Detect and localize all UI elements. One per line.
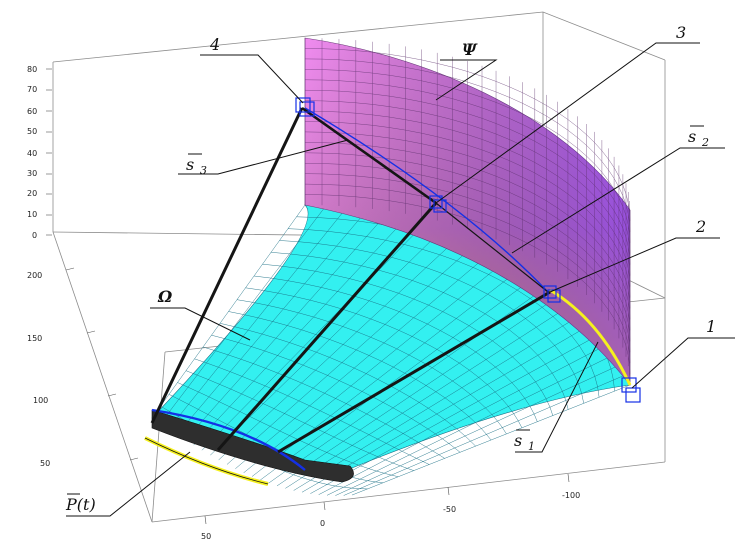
- leader-omega: [150, 307, 251, 341]
- x-tick-neg50: -50: [443, 505, 456, 514]
- axis-y-tickmarks: [65, 267, 139, 461]
- label-4: 4: [209, 35, 220, 54]
- axis-z-tickmarks: [46, 68, 52, 236]
- label-s2-text: s: [688, 127, 696, 146]
- label-s1: s 1: [514, 429, 535, 453]
- z-tick-40: 40: [27, 149, 37, 158]
- leader-s1: [515, 341, 599, 453]
- label-s2-sub: 2: [701, 136, 709, 149]
- ray-3: [277, 290, 551, 454]
- z-tick-0: 0: [32, 231, 37, 240]
- box-front-left: [151, 351, 166, 523]
- yellow-curve-s1: [549, 288, 632, 386]
- label-omega: Ω: [157, 287, 173, 306]
- ray-top: [301, 106, 437, 205]
- axis-x-tickmarks: [204, 473, 570, 525]
- leader-s2: [511, 147, 725, 254]
- label-s3: s 3: [186, 153, 207, 177]
- label-1: 1: [706, 317, 716, 336]
- ray-1: [150, 107, 304, 424]
- label-p-text: P(t): [65, 495, 96, 514]
- ray-top-extend: [435, 202, 549, 293]
- y-tick-150: 150: [27, 334, 42, 343]
- annotation-labels: 4 Ψ 3 2 1 Ω s 3 s 2 s 1 P(t): [65, 23, 716, 514]
- label-s3-sub: 3: [200, 164, 207, 177]
- label-psi: Ψ: [462, 40, 478, 59]
- leader-psi: [435, 59, 498, 101]
- z-tick-50: 50: [27, 127, 37, 136]
- leader-2: [549, 237, 720, 293]
- dark-band: [151, 409, 354, 483]
- rays: [150, 106, 551, 454]
- axis-z-ticks: 80 70 60 50 40 30 20 10 0: [27, 65, 37, 240]
- label-s3-text: s: [186, 155, 194, 174]
- y-tick-200: 200: [27, 271, 42, 280]
- z-tick-10: 10: [27, 210, 37, 219]
- cube-4: [295, 97, 315, 117]
- box-floor-left: [52, 231, 153, 523]
- blue-arc: [151, 408, 306, 471]
- z-tick-70: 70: [27, 85, 37, 94]
- axis-x-ticks: 50 0 -50 -100: [201, 491, 580, 541]
- z-tick-30: 30: [27, 169, 37, 178]
- y-tick-100: 100: [33, 396, 48, 405]
- leader-1: [631, 337, 735, 389]
- leader-lines: [66, 42, 735, 517]
- z-tick-60: 60: [27, 107, 37, 116]
- label-2: 2: [695, 217, 706, 236]
- z-tick-20: 20: [27, 189, 37, 198]
- leader-s3: [178, 139, 349, 175]
- ray-2: [216, 202, 438, 451]
- leader-4: [200, 54, 304, 104]
- x-tick-neg100: -100: [562, 491, 580, 500]
- x-tick-50: 50: [201, 532, 211, 541]
- label-s2: s 2: [688, 125, 709, 149]
- axis-y-ticks: 200 150 100 50: [27, 271, 50, 468]
- label-s1-sub: 1: [528, 440, 535, 453]
- yellow-curve-p-outline: [144, 437, 269, 485]
- leader-3: [435, 42, 700, 204]
- x-tick-0: 0: [320, 519, 325, 528]
- y-tick-50: 50: [40, 459, 50, 468]
- leader-p: [66, 451, 191, 517]
- label-p: P(t): [65, 493, 96, 514]
- label-s1-text: s: [514, 431, 522, 450]
- z-tick-80: 80: [27, 65, 37, 74]
- box-front-bottom: [151, 461, 666, 523]
- label-3: 3: [676, 23, 686, 42]
